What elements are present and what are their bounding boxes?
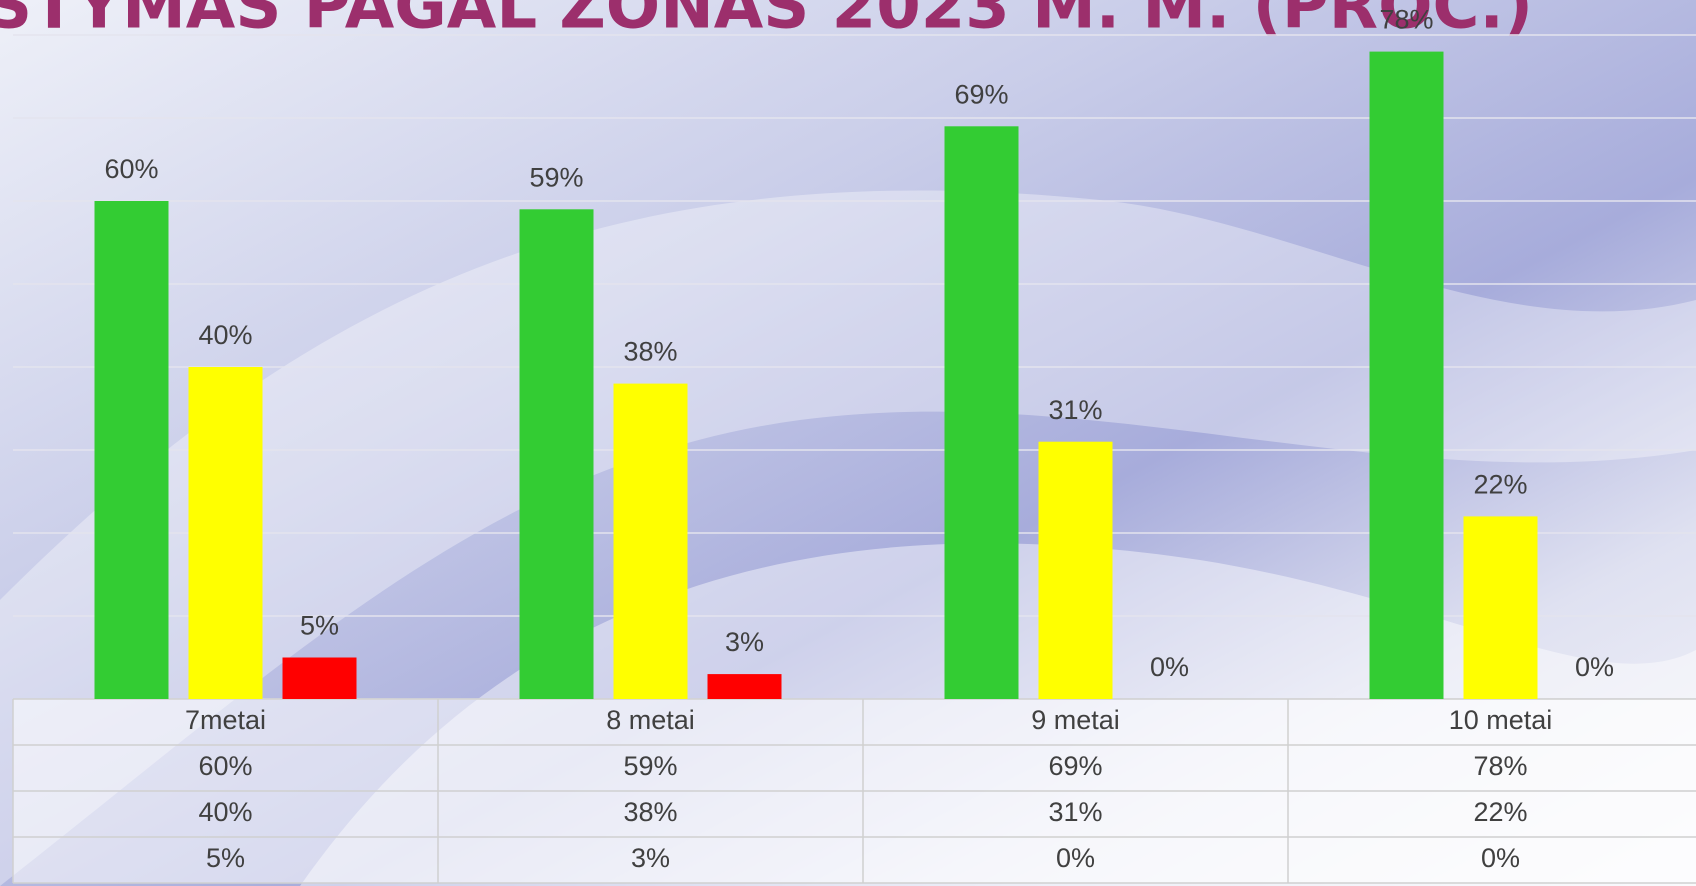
bar (1464, 516, 1538, 699)
data-label: 22% (1473, 470, 1527, 500)
bar (1039, 442, 1113, 699)
data-label: 38% (623, 337, 677, 367)
table-cell: 22% (1473, 797, 1527, 827)
bar (614, 384, 688, 699)
x-tick-label: 8 metai (606, 705, 695, 735)
table-cell: 78% (1473, 751, 1527, 781)
page: {"chart_data": {"type": "bar", "title": … (0, 0, 1696, 886)
table-cell: 38% (623, 797, 677, 827)
data-label: 59% (529, 162, 583, 192)
table-cell: 59% (623, 751, 677, 781)
data-label: 60% (104, 154, 158, 184)
chart: STYMAS PAGAL ZONAS 2023 M. M. (PROC.) 7m… (0, 0, 1696, 886)
table-cell: 0% (1481, 843, 1520, 873)
table-cell: 3% (631, 843, 670, 873)
x-tick-label: 9 metai (1031, 705, 1120, 735)
bar (1370, 52, 1444, 699)
table-cell: 69% (1048, 751, 1102, 781)
table-cell: 60% (198, 751, 252, 781)
data-label: 69% (954, 79, 1008, 109)
bar (95, 201, 169, 699)
table-cell: 0% (1056, 843, 1095, 873)
bar (283, 658, 357, 700)
chart-title: STYMAS PAGAL ZONAS 2023 M. M. (PROC.) (0, 0, 1533, 44)
bar (945, 126, 1019, 699)
bar (708, 674, 782, 699)
data-label: 3% (725, 627, 764, 657)
bar (520, 209, 594, 699)
x-tick-label: 10 metai (1449, 705, 1553, 735)
data-label: 5% (300, 611, 339, 641)
x-tick-label: 7metai (185, 705, 266, 735)
data-label: 40% (198, 320, 252, 350)
table-cell: 40% (198, 797, 252, 827)
data-label: 31% (1048, 395, 1102, 425)
table-cell: 5% (206, 843, 245, 873)
data-label: 0% (1575, 652, 1614, 682)
table-cell: 31% (1048, 797, 1102, 827)
data-label: 0% (1150, 652, 1189, 682)
bar (189, 367, 263, 699)
data-label: 78% (1379, 5, 1433, 35)
